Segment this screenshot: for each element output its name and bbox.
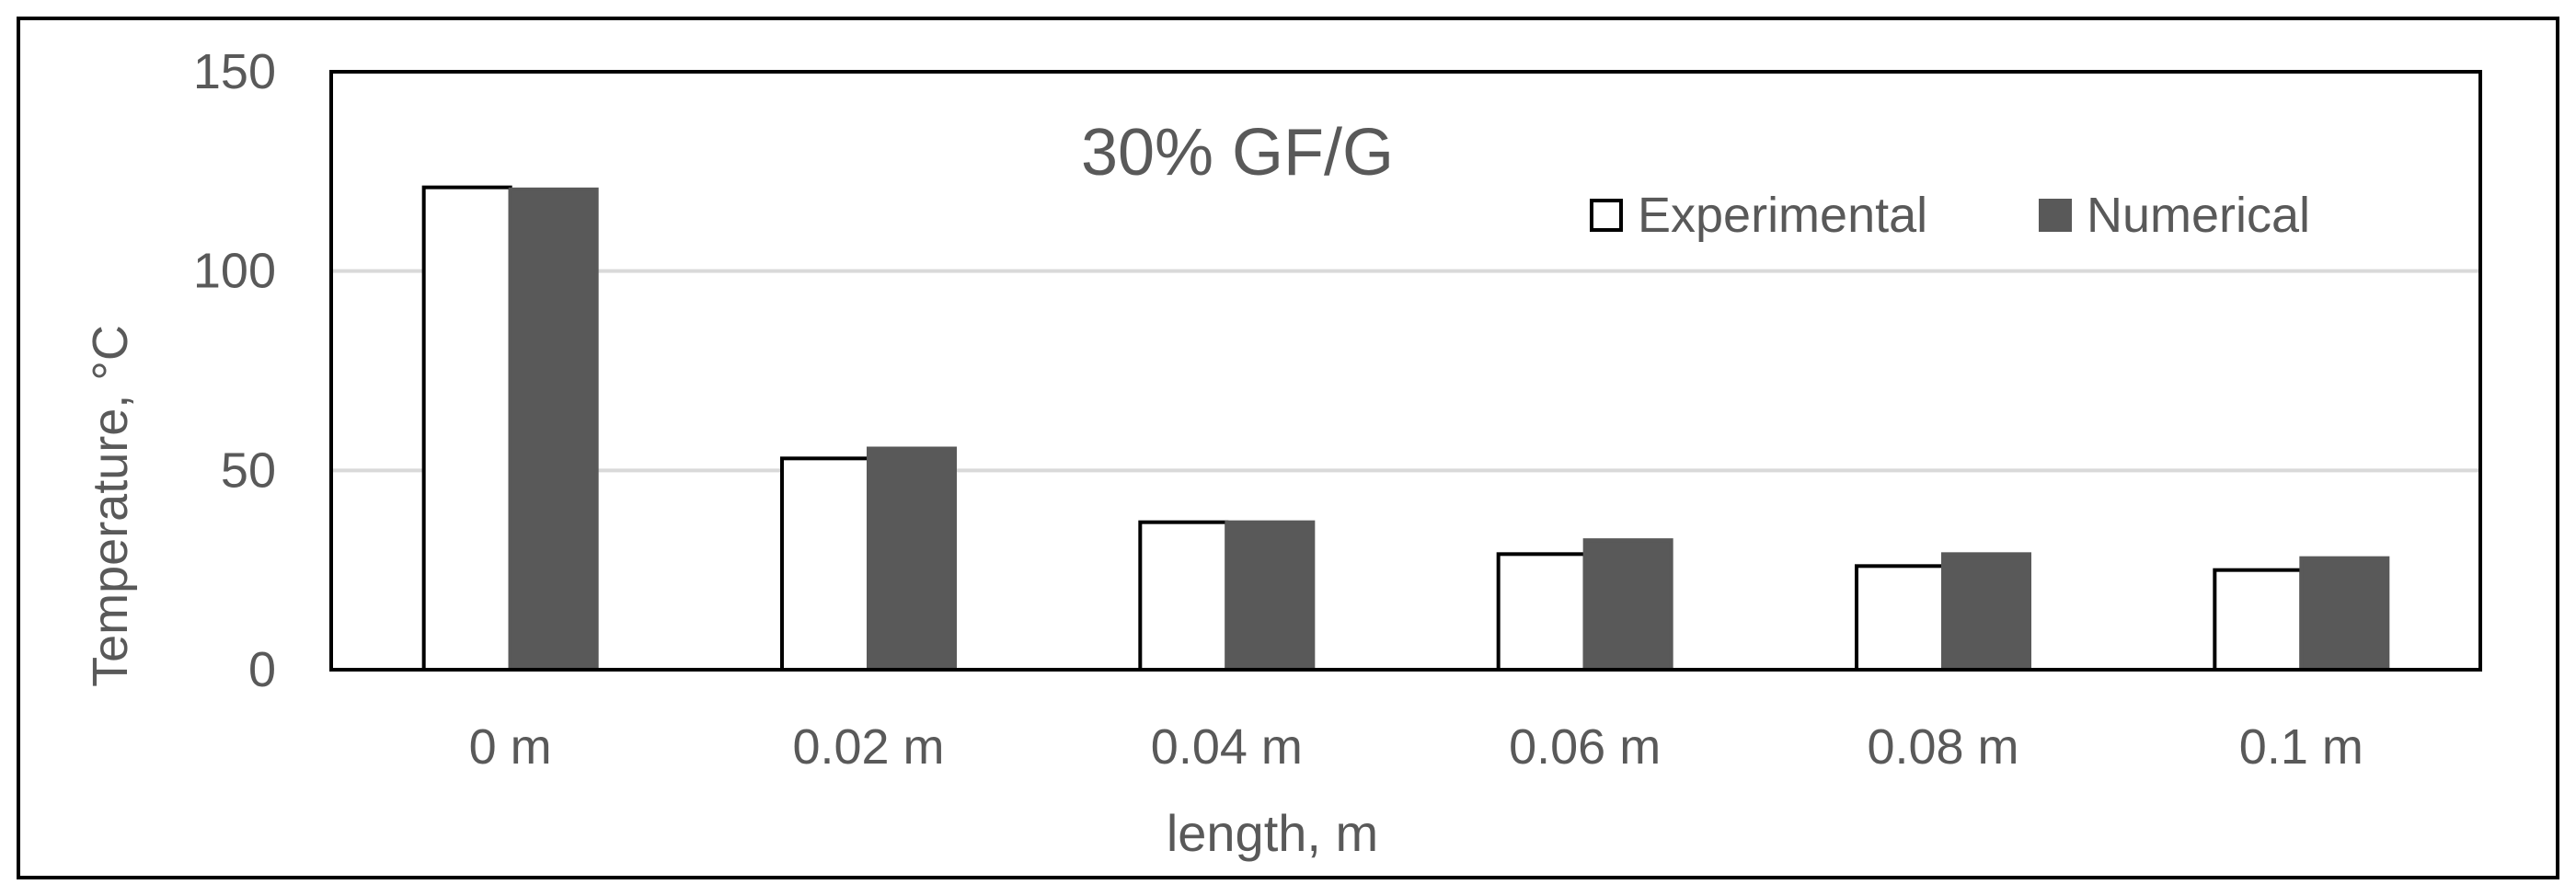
bar-experimental-4: [1855, 564, 1945, 672]
y-tick-label: 150: [193, 44, 276, 99]
x-tick-label: 0 m: [469, 719, 552, 775]
bar-experimental-1: [780, 456, 870, 672]
x-tick-label: 0.04 m: [1151, 719, 1303, 775]
legend: Experimental Numerical: [1590, 188, 2310, 243]
bar-experimental-2: [1138, 520, 1229, 672]
bar-numerical-4: [1941, 552, 2031, 672]
x-tick-label: 0.06 m: [1509, 719, 1661, 775]
plot-area-border: [329, 70, 2482, 672]
bar-experimental-0: [421, 185, 512, 672]
bar-numerical-3: [1582, 538, 1673, 672]
bar-numerical-1: [867, 446, 957, 672]
bar-numerical-5: [2299, 556, 2390, 672]
gridlines: [331, 269, 2480, 473]
legend-swatch-numerical: [2039, 199, 2072, 232]
y-tick-label: 0: [248, 642, 276, 697]
bar-numerical-0: [508, 187, 599, 672]
y-tick-label: 50: [221, 442, 276, 498]
x-tick-label: 0.02 m: [792, 719, 944, 775]
x-tick-label: 0.08 m: [1867, 719, 2018, 775]
bar-experimental-3: [1496, 552, 1587, 672]
bar-numerical-2: [1225, 520, 1316, 672]
chart-title: 30% GF/G: [1081, 116, 1394, 190]
x-tick-labels: 0 m 0.02 m 0.04 m 0.06 m 0.08 m 0.1 m: [469, 719, 2363, 775]
legend-label: Numerical: [2087, 188, 2310, 243]
bars: [421, 185, 2390, 672]
x-tick-label: 0.1 m: [2239, 719, 2363, 775]
y-tick-labels: 0 50 100 150: [193, 44, 276, 697]
legend-swatch-experimental: [1590, 199, 1623, 232]
y-axis-label: Temperature, °C: [83, 325, 138, 687]
x-axis-label: length, m: [1167, 804, 1378, 862]
bar-experimental-5: [2213, 568, 2304, 672]
y-tick-label: 100: [193, 244, 276, 299]
legend-label: Experimental: [1638, 188, 1927, 243]
